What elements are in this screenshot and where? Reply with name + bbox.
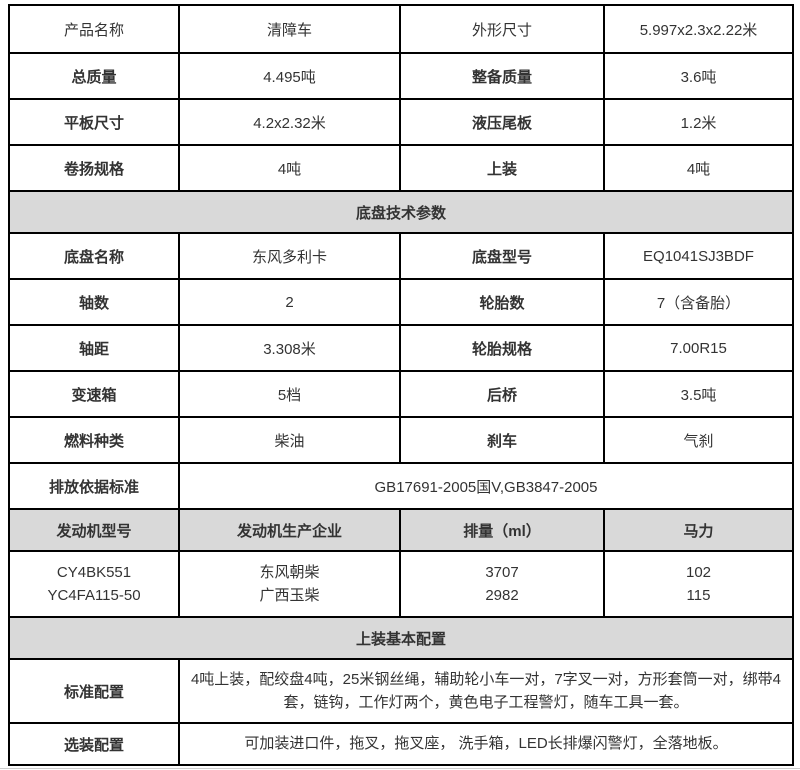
fuel-type-label: 燃料种类 — [8, 416, 180, 464]
table-row: 底盘名称 东风多利卡 底盘型号 EQ1041SJ3BDF — [8, 232, 794, 280]
axle-count-value: 2 — [178, 278, 401, 326]
rear-axle-label: 后桥 — [399, 370, 605, 418]
overall-size-value: 5.997x2.3x2.22米 — [603, 4, 794, 54]
tire-count-value: 7（含备胎） — [603, 278, 794, 326]
optional-config-label: 选装配置 — [8, 722, 180, 766]
page-bottom-divider — [0, 768, 800, 769]
product-name-label: 产品名称 — [8, 4, 180, 54]
engine-manufacturer-header: 发动机生产企业 — [178, 508, 401, 552]
table-row: 产品名称 清障车 外形尺寸 5.997x2.3x2.22米 — [8, 4, 794, 54]
upper-config-section-header: 上装基本配置 — [8, 616, 794, 660]
engine-manufacturer-2: 广西玉柴 — [259, 587, 320, 604]
table-row: 平板尺寸 4.2x2.32米 液压尾板 1.2米 — [8, 98, 794, 146]
table-row: 发动机型号 发动机生产企业 排量（ml） 马力 — [8, 508, 794, 552]
table-row: 卷扬规格 4吨 上装 4吨 — [8, 144, 794, 192]
engine-displacement-1: 3707 — [485, 563, 519, 581]
engine-model-2: YC4FA115-50 — [47, 587, 141, 604]
upper-body-value: 4吨 — [603, 144, 794, 192]
tire-count-label: 轮胎数 — [399, 278, 605, 326]
chassis-name-value: 东风多利卡 — [178, 232, 401, 280]
platform-size-value: 4.2x2.32米 — [178, 98, 401, 146]
engine-displacement-values: 3707 2982 — [399, 550, 605, 618]
product-name-value: 清障车 — [178, 4, 401, 54]
optional-config-value: 可加装进口件，拖叉，拖叉座， 洗手箱，LED长排爆闪警灯，全落地板。 — [178, 722, 794, 766]
axle-count-label: 轴数 — [8, 278, 180, 326]
overall-size-label: 外形尺寸 — [399, 4, 605, 54]
gross-weight-value: 4.495吨 — [178, 52, 401, 100]
platform-size-label: 平板尺寸 — [8, 98, 180, 146]
engine-manufacturer-1: 东风朝柴 — [259, 563, 320, 581]
curb-weight-value: 3.6吨 — [603, 52, 794, 100]
chassis-model-label: 底盘型号 — [399, 232, 605, 280]
table-row: 排放依据标准 GB17691-2005国V,GB3847-2005 — [8, 462, 794, 510]
table-row: CY4BK551 YC4FA115-50 东风朝柴 广西玉柴 3707 2982… — [8, 550, 794, 618]
tire-spec-label: 轮胎规格 — [399, 324, 605, 372]
standard-config-value: 4吨上装，配绞盘4吨，25米钢丝绳，辅助轮小车一对，7字叉一对，方形套筒一对，绑… — [178, 658, 794, 724]
table-row: 上装基本配置 — [8, 616, 794, 660]
engine-power-1: 102 — [685, 563, 712, 581]
engine-displacement-2: 2982 — [485, 587, 519, 604]
table-row: 轴距 3.308米 轮胎规格 7.00R15 — [8, 324, 794, 372]
engine-model-values: CY4BK551 YC4FA115-50 — [8, 550, 180, 618]
brake-value: 气刹 — [603, 416, 794, 464]
wheelbase-label: 轴距 — [8, 324, 180, 372]
engine-displacement-header: 排量（ml） — [399, 508, 605, 552]
fuel-type-value: 柴油 — [178, 416, 401, 464]
engine-power-2: 115 — [686, 587, 711, 604]
engine-manufacturer-values: 东风朝柴 广西玉柴 — [178, 550, 401, 618]
table-row: 标准配置 4吨上装，配绞盘4吨，25米钢丝绳，辅助轮小车一对，7字叉一对，方形套… — [8, 658, 794, 724]
table-row: 选装配置 可加装进口件，拖叉，拖叉座， 洗手箱，LED长排爆闪警灯，全落地板。 — [8, 722, 794, 766]
gross-weight-label: 总质量 — [8, 52, 180, 100]
brake-label: 刹车 — [399, 416, 605, 464]
wheelbase-value: 3.308米 — [178, 324, 401, 372]
engine-model-1: CY4BK551 — [56, 563, 132, 581]
chassis-name-label: 底盘名称 — [8, 232, 180, 280]
upper-body-label: 上装 — [399, 144, 605, 192]
rear-axle-value: 3.5吨 — [603, 370, 794, 418]
gearbox-label: 变速箱 — [8, 370, 180, 418]
chassis-model-value: EQ1041SJ3BDF — [603, 232, 794, 280]
spec-sheet-page: 产品名称 清障车 外形尺寸 5.997x2.3x2.22米 总质量 4.495吨… — [0, 4, 800, 770]
engine-power-values: 102 115 — [603, 550, 794, 618]
curb-weight-label: 整备质量 — [399, 52, 605, 100]
emission-standard-label: 排放依据标准 — [8, 462, 180, 510]
gearbox-value: 5档 — [178, 370, 401, 418]
table-row: 变速箱 5档 后桥 3.5吨 — [8, 370, 794, 418]
tire-spec-value: 7.00R15 — [603, 324, 794, 372]
table-row: 底盘技术参数 — [8, 190, 794, 234]
winch-spec-label: 卷扬规格 — [8, 144, 180, 192]
product-spec-table: 产品名称 清障车 外形尺寸 5.997x2.3x2.22米 总质量 4.495吨… — [8, 4, 794, 766]
engine-model-header: 发动机型号 — [8, 508, 180, 552]
emission-standard-value: GB17691-2005国V,GB3847-2005 — [178, 462, 794, 510]
winch-spec-value: 4吨 — [178, 144, 401, 192]
hydraulic-gate-value: 1.2米 — [603, 98, 794, 146]
standard-config-label: 标准配置 — [8, 658, 180, 724]
chassis-section-header: 底盘技术参数 — [8, 190, 794, 234]
table-row: 燃料种类 柴油 刹车 气刹 — [8, 416, 794, 464]
table-row: 总质量 4.495吨 整备质量 3.6吨 — [8, 52, 794, 100]
engine-power-header: 马力 — [603, 508, 794, 552]
table-row: 轴数 2 轮胎数 7（含备胎） — [8, 278, 794, 326]
hydraulic-gate-label: 液压尾板 — [399, 98, 605, 146]
